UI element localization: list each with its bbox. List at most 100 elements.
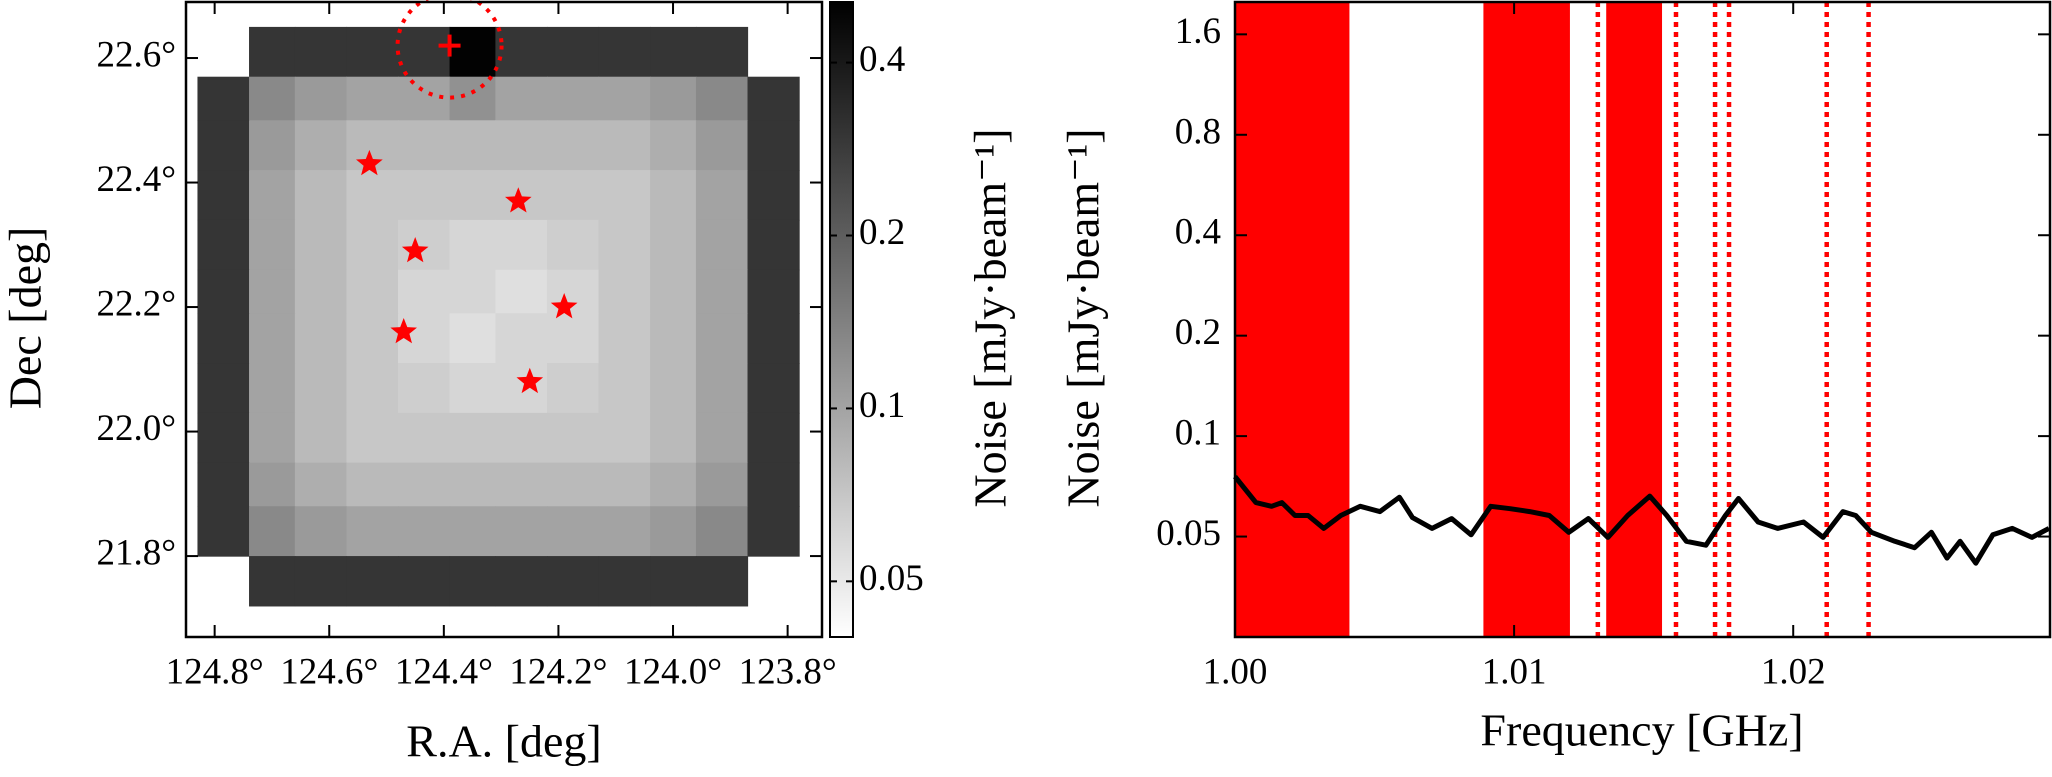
map-cell <box>695 363 749 414</box>
map-cell <box>398 412 451 464</box>
map-cell <box>398 120 451 171</box>
x-axis-label: R.A. [deg] <box>406 716 601 767</box>
map-cell <box>495 269 548 314</box>
map-cell <box>747 313 800 364</box>
map-cell <box>598 219 651 271</box>
x-tick-label: 124.2° <box>509 651 607 692</box>
map-cell <box>294 269 348 314</box>
y-axis-label: Dec [deg] <box>0 227 51 410</box>
map-cell <box>249 219 296 271</box>
map-cell <box>598 120 651 171</box>
map-cell <box>598 412 651 464</box>
map-cell <box>747 170 800 221</box>
map-cell <box>294 76 348 121</box>
source-star <box>550 293 578 319</box>
map-cell <box>747 120 800 171</box>
map-cell <box>197 170 250 221</box>
map-cell <box>695 219 749 271</box>
map-cell <box>197 363 250 414</box>
map-cell <box>650 120 697 171</box>
map-cell <box>546 313 600 364</box>
flagged-band <box>1483 2 1570 637</box>
map-cell <box>495 556 548 607</box>
map-cell <box>598 363 651 414</box>
y-tick-label: 22.6° <box>96 35 176 76</box>
map-cell <box>495 462 548 507</box>
source-star <box>516 367 544 394</box>
colorbar <box>829 1 854 638</box>
map-cell <box>546 506 600 557</box>
source-star <box>401 237 429 263</box>
x-tick-label: 1.02 <box>1761 651 1826 692</box>
y-tick-label: 21.8° <box>96 533 176 574</box>
map-cell <box>197 506 250 557</box>
map-cell <box>294 506 348 557</box>
map-cell <box>294 219 348 271</box>
map-cell <box>449 412 497 464</box>
x-tick-label: 1.01 <box>1482 651 1547 692</box>
map-cell <box>695 412 749 464</box>
colorbar-tick-label: 0.05 <box>859 558 924 599</box>
map-cell <box>546 363 600 414</box>
source-star <box>356 149 383 176</box>
map-cell <box>346 506 399 557</box>
map-cell <box>197 313 250 364</box>
map-cell <box>650 556 697 607</box>
map-cell <box>495 506 548 557</box>
map-cell <box>495 170 548 221</box>
map-cell <box>398 269 451 314</box>
map-cell <box>449 170 497 221</box>
map-cell <box>747 219 800 271</box>
map-cell <box>495 76 548 121</box>
map-cell <box>346 363 399 414</box>
target-ring <box>395 0 504 100</box>
map-cell <box>650 462 697 507</box>
map-cell <box>346 170 399 221</box>
map-cell <box>197 76 250 121</box>
y-tick-label: 0.8 <box>1175 111 1221 152</box>
x-tick-label: 124.6° <box>280 651 378 692</box>
map-cell <box>650 412 697 464</box>
map-cell <box>249 76 296 121</box>
noise-line <box>1233 475 2051 566</box>
map-cell <box>546 462 600 507</box>
map-cell <box>294 170 348 221</box>
map-cell <box>650 313 697 364</box>
map-cell <box>495 313 548 364</box>
map-cell <box>546 76 600 121</box>
colorbar-label: Noise [mJy·beam⁻¹] <box>965 128 1016 507</box>
map-cell <box>449 556 497 607</box>
map-cell <box>346 313 399 364</box>
map-cell <box>650 363 697 414</box>
map-cell <box>650 219 697 271</box>
map-cell <box>546 120 600 171</box>
map-cell <box>346 556 399 607</box>
colorbar-tick-label: 0.1 <box>859 385 905 426</box>
map-cell <box>398 26 451 78</box>
map-cell <box>747 462 800 507</box>
map-cell <box>398 556 451 607</box>
y-tick-label: 22.0° <box>96 408 176 449</box>
y-axis-label: Noise [mJy·beam⁻¹] <box>1058 128 1109 507</box>
map-cell <box>346 76 399 121</box>
map-cell <box>546 412 600 464</box>
map-cell <box>695 506 749 557</box>
target-marker <box>438 34 461 57</box>
map-cell <box>346 219 399 271</box>
map-cell <box>294 120 348 171</box>
map-cell <box>197 219 250 271</box>
map-cell <box>598 269 651 314</box>
colorbar-tick-label: 0.4 <box>859 39 905 80</box>
map-cell <box>249 120 296 171</box>
map-cell <box>695 170 749 221</box>
map-cell <box>546 269 600 314</box>
y-tick-label: 22.4° <box>96 159 176 200</box>
x-tick-label: 124.0° <box>624 651 722 692</box>
x-tick-label: 124.8° <box>166 651 264 692</box>
map-cell <box>294 313 348 364</box>
map-cell <box>495 219 548 271</box>
map-cell <box>747 363 800 414</box>
map-cell <box>449 26 497 78</box>
map-cell <box>249 412 296 464</box>
